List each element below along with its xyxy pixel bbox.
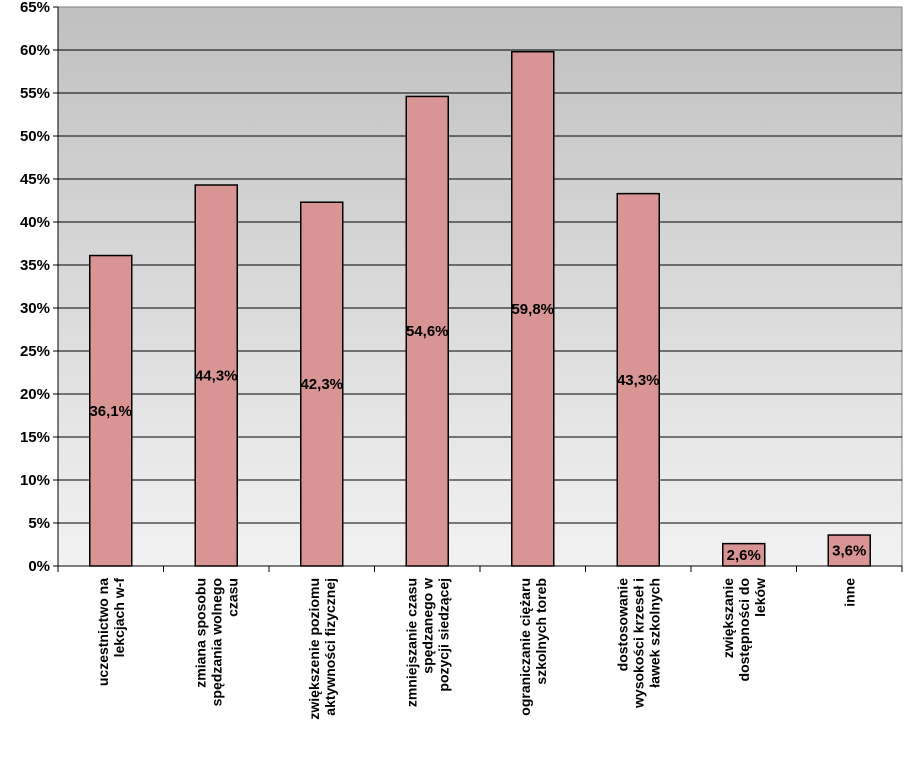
x-category-label-line: zmniejszanie czasu bbox=[403, 578, 419, 707]
y-tick-label: 25% bbox=[20, 343, 50, 360]
bar bbox=[194, 184, 238, 567]
x-category-label: zmiana sposobu spędzania wolnego czasu bbox=[192, 578, 240, 706]
data-label: 59,8% bbox=[511, 301, 554, 318]
y-tick-label: 0% bbox=[28, 558, 50, 575]
data-label: 2,6% bbox=[727, 547, 761, 564]
x-category-label-line: uczestnictwo na bbox=[95, 578, 111, 686]
x-category-label-line: ławek szkolnych bbox=[646, 578, 662, 688]
x-category-label-line: czasu bbox=[224, 578, 240, 617]
x-category-label: ograniczanie ciężaru szkolnych toreb bbox=[517, 578, 549, 716]
x-category-label-line: pozycji siedzącej bbox=[435, 578, 451, 692]
x-category-label-line: dostępności do bbox=[736, 578, 752, 681]
y-tick-label: 30% bbox=[20, 300, 50, 317]
y-tick-label: 55% bbox=[20, 85, 50, 102]
x-category-label-line: spędzanego w bbox=[419, 578, 435, 674]
x-category-label: dostosowanie wysokości krzeseł i ławek szk… bbox=[614, 578, 662, 709]
x-category-label: uczestnictwo na lekcjach w-f bbox=[95, 578, 127, 686]
y-tick-label: 10% bbox=[20, 472, 50, 489]
y-tick-label: 5% bbox=[28, 515, 50, 532]
y-tick-label: 45% bbox=[20, 171, 50, 188]
x-category-label-line: zwiększenie poziomu bbox=[306, 578, 322, 720]
x-category-label-line: szkolnych toreb bbox=[533, 578, 549, 685]
plot-area bbox=[57, 6, 903, 567]
x-category-label-line: ograniczanie ciężaru bbox=[517, 578, 533, 716]
x-category-label-line: dostosowanie bbox=[614, 578, 630, 672]
x-category-label-line: zwiększanie bbox=[720, 578, 736, 658]
bar bbox=[405, 95, 449, 567]
y-tick-label: 15% bbox=[20, 429, 50, 446]
y-tick-label: 20% bbox=[20, 386, 50, 403]
x-category-label-line: aktywności fizycznej bbox=[322, 578, 338, 716]
x-category-label-line: wysokości krzeseł i bbox=[630, 578, 646, 709]
data-label: 3,6% bbox=[832, 543, 866, 560]
y-tick-label: 60% bbox=[20, 42, 50, 59]
x-category-label-line: inne bbox=[841, 578, 857, 607]
x-category-label: inne bbox=[841, 578, 857, 607]
x-category-label: zwiększenie poziomu aktywności fizycznej bbox=[306, 578, 338, 720]
x-category-label: zmniejszanie czasu spędzanego w pozycji si… bbox=[403, 578, 451, 707]
x-category-label-line: zmiana sposobu bbox=[192, 578, 208, 688]
y-tick-label: 50% bbox=[20, 128, 50, 145]
y-tick-label: 35% bbox=[20, 257, 50, 274]
bar bbox=[89, 254, 133, 567]
x-category-label-line: leków bbox=[752, 578, 768, 617]
data-label: 44,3% bbox=[195, 368, 238, 385]
x-category-label-line: lekcjach w-f bbox=[111, 578, 127, 658]
y-tick-label: 65% bbox=[20, 0, 50, 16]
data-label: 36,1% bbox=[89, 403, 132, 420]
y-tick-label: 40% bbox=[20, 214, 50, 231]
x-category-label-line: spędzania wolnego bbox=[208, 578, 224, 706]
data-label: 43,3% bbox=[617, 372, 660, 389]
x-category-label: zwiększanie dostępności do leków bbox=[720, 578, 768, 682]
data-label: 42,3% bbox=[300, 376, 343, 393]
data-label: 54,6% bbox=[406, 323, 449, 340]
